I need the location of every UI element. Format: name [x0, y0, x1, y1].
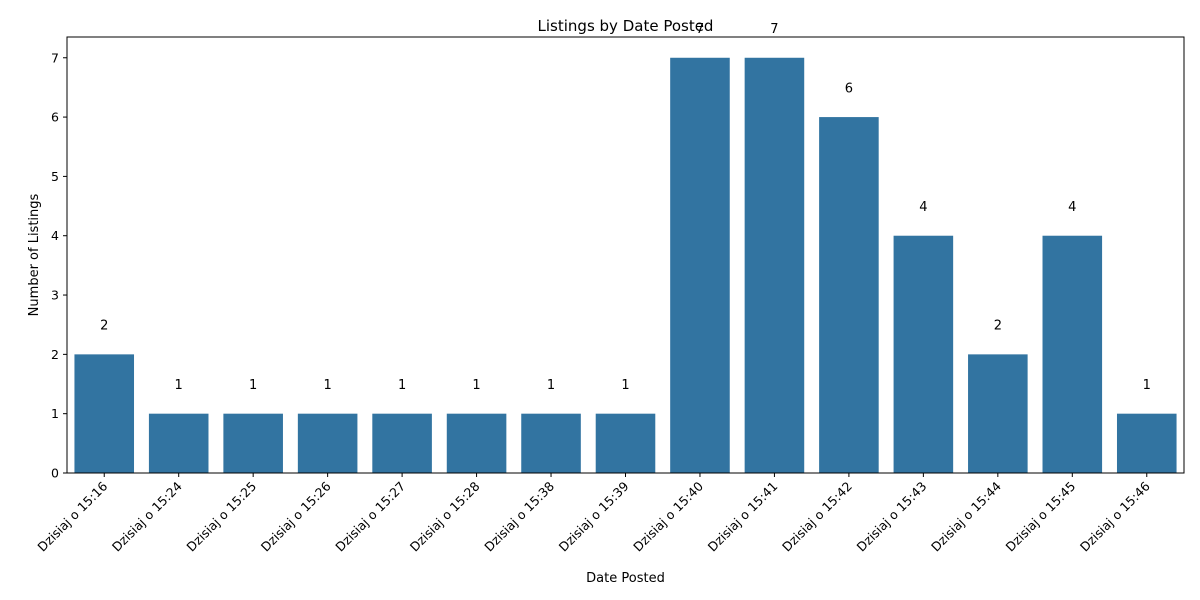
bar-14 [1116, 413, 1177, 473]
bar-5 [446, 413, 507, 473]
plot-frame [66, 36, 1185, 474]
data-label-5: 1 [472, 378, 480, 393]
data-labels: 2 1 1 1 1 1 1 1 7 7 6 4 2 4 1 [100, 22, 1151, 393]
bar-7 [595, 413, 656, 473]
y-tick-label-5: 5 [51, 169, 59, 184]
x-tick-label-2: Dzisiaj o 15:25 [183, 479, 259, 555]
x-tick-label-5: Dzisiaj o 15:28 [407, 478, 483, 554]
x-tick-label-12: Dzisiaj o 15:44 [928, 478, 1004, 554]
y-tick-label-2: 2 [51, 347, 59, 362]
data-label-6: 1 [547, 378, 555, 393]
bars [74, 57, 1177, 474]
data-label-12: 2 [994, 319, 1002, 334]
bar-10 [819, 117, 879, 473]
x-tick-label-11: Dzisiaj o 15:43 [854, 479, 930, 555]
y-tick-label-6: 6 [51, 110, 59, 125]
x-tick-label-3: Dzisiaj o 15:26 [258, 478, 334, 554]
bar-0 [74, 354, 135, 473]
y-tick-label-3: 3 [51, 288, 59, 303]
x-tick-label-14: Dzisiaj o 15:46 [1077, 478, 1153, 554]
bar-4 [372, 413, 432, 473]
x-tick-label-7: Dzisiaj o 15:39 [556, 478, 632, 554]
x-axis-title: Date Posted [586, 571, 665, 586]
x-tick-label-13: Dzisiaj o 15:45 [1002, 479, 1078, 555]
data-label-11: 4 [919, 200, 927, 215]
bar-2 [223, 413, 283, 473]
data-label-2: 1 [249, 378, 257, 393]
x-tick-label-8: Dzisiaj o 15:40 [630, 478, 706, 554]
bar-6 [521, 413, 581, 473]
x-tick-label-9: Dzisiaj o 15:41 [705, 479, 781, 555]
data-label-10: 6 [845, 81, 853, 96]
bar-13 [1042, 235, 1103, 473]
data-label-8: 7 [696, 22, 704, 37]
data-label-7: 1 [621, 378, 629, 393]
data-label-14: 1 [1143, 378, 1151, 393]
x-tick-label-6: Dzisiaj o 15:38 [481, 478, 557, 554]
x-tick-label-4: Dzisiaj o 15:27 [332, 479, 408, 555]
data-label-4: 1 [398, 378, 406, 393]
bar-11 [893, 235, 954, 473]
y-tick-label-7: 7 [51, 50, 59, 65]
y-axis-title: Number of Listings [27, 193, 42, 316]
x-tick-label-0: Dzisiaj o 15:16 [34, 478, 110, 554]
bar-3 [297, 413, 358, 473]
bar-1 [148, 413, 209, 473]
y-tick-label-4: 4 [51, 228, 59, 243]
bar-8 [670, 57, 730, 474]
x-tick-label-1: Dzisiaj o 15:24 [109, 478, 185, 554]
chart-title: Listings by Date Posted [538, 17, 714, 35]
data-label-13: 4 [1068, 200, 1076, 215]
x-tick-label-10: Dzisiaj o 15:42 [779, 479, 855, 555]
data-label-1: 1 [175, 378, 183, 393]
bar-9 [744, 57, 805, 474]
data-label-3: 1 [323, 378, 331, 393]
y-tick-label-1: 1 [51, 406, 59, 421]
y-tick-label-0: 0 [51, 466, 59, 481]
data-label-0: 2 [100, 319, 108, 334]
bar-12 [968, 354, 1028, 473]
data-label-9: 7 [770, 22, 778, 37]
